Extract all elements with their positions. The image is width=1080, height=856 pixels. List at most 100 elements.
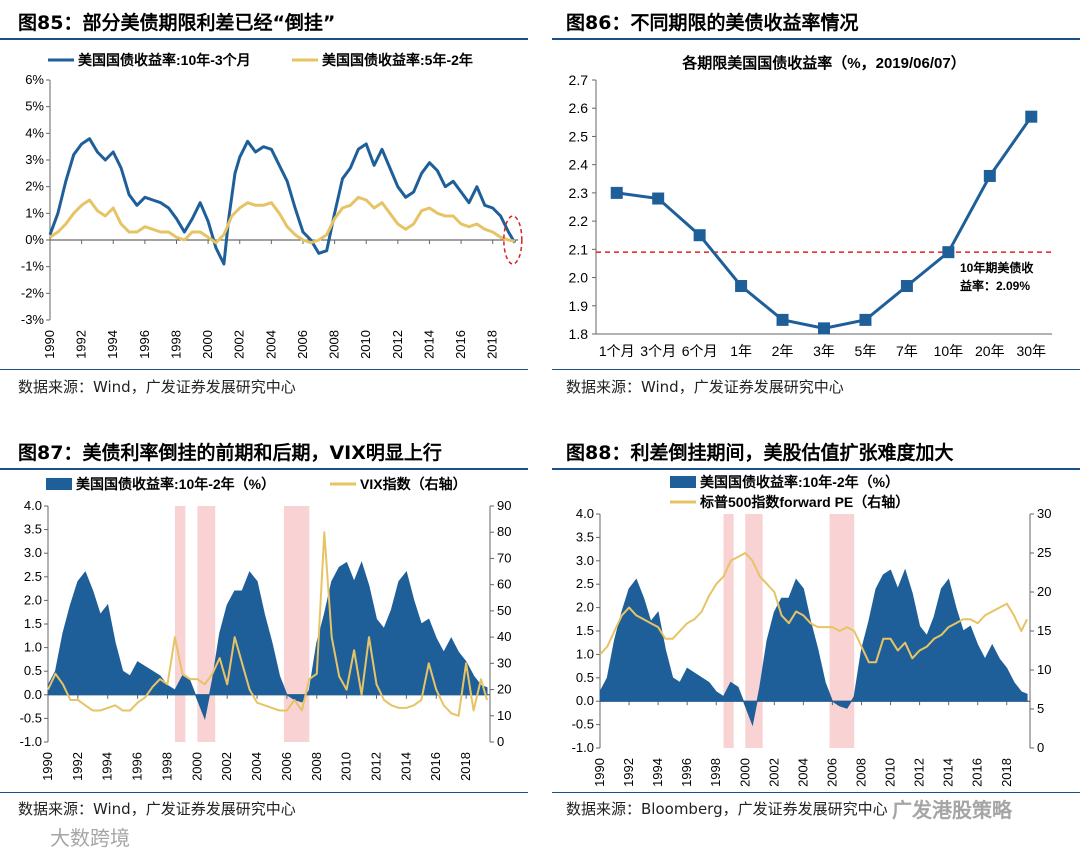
y-tick-label: 4.0 [24, 498, 42, 513]
annotation-text: 10年期美债收 [960, 260, 1033, 275]
y-tick-label: 2% [25, 179, 44, 194]
x-tick-label: 2004 [795, 758, 810, 787]
x-tick-label: 2006 [824, 758, 839, 787]
y-tick-label-right: 50 [497, 603, 511, 618]
shaded-period [283, 506, 310, 742]
y-tick-label: 0.0 [576, 693, 594, 708]
x-tick-label: 1998 [168, 330, 183, 359]
x-tick-label: 2002 [219, 752, 234, 781]
x-tick-label: 2012 [912, 758, 927, 787]
legend-label: 美国国债收益率:10年-2年（%） [76, 476, 275, 492]
watermark-right: 广发港股策略 [892, 798, 1012, 822]
series-line [599, 552, 1028, 664]
data-marker [900, 280, 913, 293]
y-tick-label: 2.3 [569, 185, 589, 201]
chart-title: 各期限美国国债收益率（%，2019/06/07） [681, 54, 965, 72]
x-tick-label: 2018 [458, 752, 473, 781]
x-tick-label: 2008 [327, 330, 342, 359]
x-tick-label: 3年 [813, 343, 835, 359]
x-tick-label: 1994 [105, 330, 120, 359]
y-tick-label-right: 30 [497, 655, 511, 670]
data-marker [859, 313, 872, 326]
y-tick-label: 2.0 [569, 270, 589, 286]
x-tick-label: 2010 [339, 752, 354, 781]
x-tick-label: 2014 [421, 330, 436, 359]
data-marker [652, 192, 665, 205]
y-tick-label: 1.9 [569, 298, 589, 314]
x-tick-label: 1990 [42, 330, 57, 359]
x-tick-label: 2016 [970, 758, 985, 787]
y-tick-label: -1.0 [20, 734, 42, 749]
y-tick-label-right: 10 [497, 708, 511, 723]
y-tick-label: 2.1 [569, 241, 589, 257]
panel-title: 图87：美债利率倒挂的前期和后期，VIX明显上行 [18, 442, 442, 464]
shaded-period [723, 514, 734, 748]
y-tick-label: -0.5 [20, 710, 42, 725]
series-line [48, 137, 517, 266]
y-tick-label: 2.6 [569, 100, 589, 116]
y-tick-label-right: 90 [497, 498, 511, 513]
data-marker [983, 169, 996, 182]
x-tick-label: 2年 [772, 343, 794, 359]
source-rule [552, 369, 1080, 370]
x-tick-label: 1年 [730, 343, 752, 359]
x-tick-label: 1992 [621, 758, 636, 787]
x-tick-label: 2018 [999, 758, 1014, 787]
series-area [599, 568, 1028, 727]
x-tick-label: 2016 [453, 330, 468, 359]
data-marker [942, 246, 955, 259]
legend-swatch [46, 478, 72, 490]
x-tick-label: 1994 [100, 752, 115, 781]
x-tick-label: 2008 [309, 752, 324, 781]
y-tick-label: 4.0 [576, 506, 594, 521]
data-marker [693, 229, 706, 242]
x-tick-label: 2014 [941, 758, 956, 787]
x-tick-label: 1994 [650, 758, 665, 787]
panel-fig86: 图86：不同期限的美债收益率情况 各期限美国国债收益率（%，2019/06/07… [552, 0, 1080, 410]
y-tick-label: 3.0 [24, 545, 42, 560]
legend-label: 美国国债收益率:5年-2年 [322, 52, 473, 68]
x-tick-label: 2000 [189, 752, 204, 781]
y-tick-label: 2.5 [576, 576, 594, 591]
y-tick-label: 2.5 [569, 128, 589, 144]
legend-label: 美国国债收益率:10年-2年（%） [700, 474, 899, 490]
data-marker [1025, 110, 1038, 123]
x-tick-label: 2016 [428, 752, 443, 781]
x-tick-label: 2004 [249, 752, 264, 781]
y-tick-label: 3% [25, 152, 44, 167]
y-tick-label-right: 80 [497, 524, 511, 539]
y-tick-label: 1.5 [24, 616, 42, 631]
source-rule [0, 792, 528, 793]
y-tick-label: 0.5 [24, 663, 42, 678]
title-rule [0, 468, 528, 470]
y-tick-label: 2.0 [24, 592, 42, 607]
y-tick-label: 2.2 [569, 213, 589, 229]
y-tick-label-right: 20 [1037, 584, 1051, 599]
y-tick-label: 4% [25, 125, 44, 140]
x-tick-label: 1990 [40, 752, 55, 781]
legend-swatch [670, 476, 696, 488]
x-tick-label: 1996 [130, 752, 145, 781]
source-note: 数据来源：Wind，广发证券发展研究中心 [18, 800, 296, 818]
y-tick-label: 0% [25, 232, 44, 247]
y-tick-label: 1.8 [569, 326, 589, 342]
x-tick-label: 10年 [934, 343, 964, 359]
source-note: 数据来源：Wind，广发证券发展研究中心 [566, 378, 844, 396]
panel-title: 图85：部分美债期限利差已经“倒挂” [18, 12, 336, 34]
shaded-period [829, 514, 855, 748]
chart-fig86: 各期限美国国债收益率（%，2019/06/07） 1.8 1.9 2.0 2.1 2.2 2… [569, 54, 1052, 359]
x-tick-label: 1992 [74, 330, 89, 359]
y-tick-label-right: 5 [1037, 701, 1044, 716]
shaded-period [174, 506, 186, 742]
legend-label: 美国国债收益率:10年-3个月 [78, 52, 251, 68]
x-tick-label: 3个月 [640, 343, 676, 359]
y-tick-label-right: 10 [1037, 662, 1051, 677]
x-tick-label: 1个月 [599, 343, 635, 359]
x-tick-label: 7年 [896, 343, 918, 359]
y-tick-label: 1% [25, 205, 44, 220]
y-tick-label: -3% [21, 312, 45, 327]
panel-fig88: 图88：利差倒挂期间，美股估值扩张难度加大 -1.0 -0.5 0.0 0.5 1.0 1… [552, 430, 1080, 856]
series-area [47, 561, 488, 721]
series-line [47, 531, 488, 717]
series-line [616, 115, 1033, 330]
